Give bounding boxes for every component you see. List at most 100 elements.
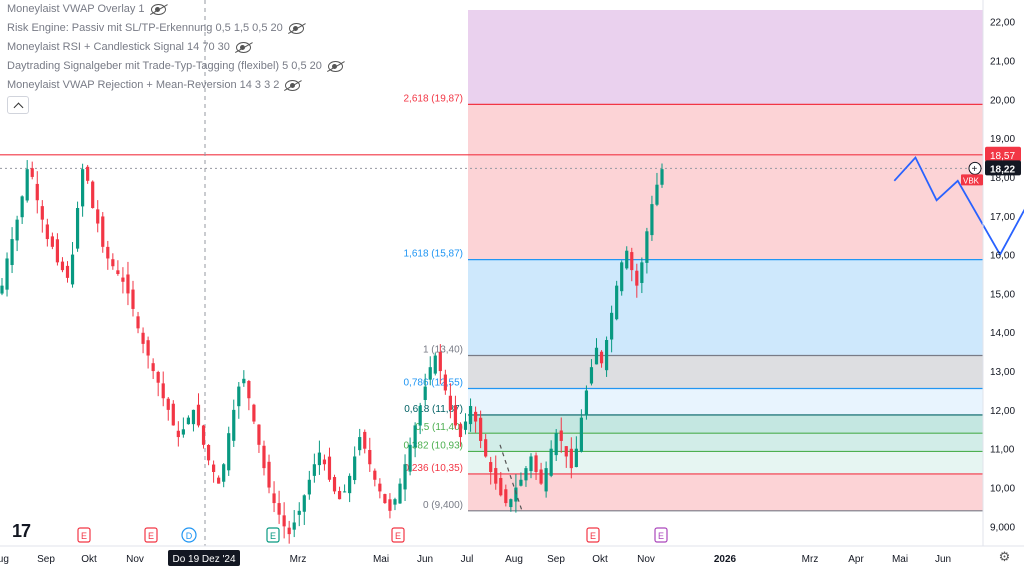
candle[interactable] [635, 270, 639, 286]
candle[interactable] [60, 261, 65, 271]
candle[interactable] [620, 262, 624, 292]
candle[interactable] [40, 206, 44, 220]
candle[interactable] [237, 386, 241, 407]
candle[interactable] [393, 499, 397, 505]
candle[interactable] [101, 216, 105, 247]
indicator-row[interactable]: Moneylaist VWAP Rejection + Mean-Reversi… [7, 76, 343, 95]
candle[interactable] [312, 464, 316, 476]
candle[interactable] [322, 459, 327, 465]
candle[interactable] [282, 515, 286, 527]
candle[interactable] [529, 456, 533, 472]
candle[interactable] [30, 168, 34, 177]
candle[interactable] [544, 468, 548, 492]
candle[interactable] [126, 274, 130, 294]
candle[interactable] [327, 456, 332, 480]
candle[interactable] [287, 527, 291, 535]
candle[interactable] [559, 430, 563, 441]
candle[interactable] [418, 406, 422, 426]
candle[interactable] [604, 340, 609, 371]
earnings-marker[interactable] [391, 527, 405, 543]
candle[interactable] [191, 409, 196, 425]
candle[interactable] [433, 355, 437, 374]
candle[interactable] [217, 477, 221, 484]
candle[interactable] [448, 395, 452, 410]
candle[interactable] [206, 445, 211, 461]
candle[interactable] [277, 503, 281, 515]
candle[interactable] [0, 285, 4, 294]
earnings-marker[interactable] [77, 527, 91, 543]
candle[interactable] [660, 169, 664, 185]
eye-hidden-icon[interactable] [288, 23, 304, 34]
candle[interactable] [96, 209, 100, 224]
candle[interactable] [136, 316, 140, 329]
candle[interactable] [615, 285, 619, 320]
candle[interactable] [479, 417, 483, 441]
indicator-row[interactable]: Risk Engine: Passiv mit SL/TP-Erkennung … [7, 19, 343, 38]
candle[interactable] [489, 462, 493, 472]
candle[interactable] [342, 491, 347, 493]
candle[interactable] [514, 487, 518, 502]
candle[interactable] [20, 196, 24, 218]
gear-icon[interactable]: ⚙ [998, 549, 1011, 564]
earnings-marker[interactable] [266, 527, 280, 543]
candle[interactable] [86, 166, 90, 181]
candle[interactable] [630, 252, 634, 271]
candle[interactable] [610, 312, 614, 340]
candle[interactable] [378, 483, 382, 492]
candle[interactable] [398, 483, 402, 504]
candle[interactable] [368, 449, 372, 465]
candle[interactable] [212, 464, 216, 472]
candle[interactable] [35, 183, 39, 201]
candle[interactable] [10, 239, 14, 266]
candle[interactable] [247, 381, 251, 399]
candle[interactable] [358, 437, 362, 451]
candle[interactable] [186, 417, 191, 425]
indicator-row[interactable]: Moneylaist RSI + Candlestick Signal 14 7… [7, 38, 343, 57]
eye-hidden-icon[interactable] [285, 80, 301, 91]
candle[interactable] [484, 439, 488, 457]
collapse-legend-button[interactable] [7, 96, 29, 114]
candle[interactable] [539, 469, 543, 484]
candle[interactable] [625, 250, 629, 269]
candle[interactable] [463, 421, 468, 430]
candle[interactable] [509, 499, 513, 508]
candle[interactable] [438, 352, 442, 372]
tradingview-logo-icon[interactable]: 17 [12, 521, 31, 541]
candle[interactable] [106, 246, 110, 259]
candle[interactable] [176, 430, 180, 438]
candle[interactable] [55, 239, 60, 263]
candle[interactable] [337, 490, 342, 500]
candle[interactable] [45, 224, 49, 240]
candle[interactable] [655, 184, 659, 205]
candle[interactable] [156, 371, 160, 383]
candle[interactable] [75, 208, 80, 249]
candle[interactable] [151, 363, 155, 372]
candle[interactable] [141, 332, 145, 344]
candle[interactable] [161, 383, 165, 399]
candle[interactable] [5, 258, 9, 290]
candle[interactable] [116, 270, 120, 274]
candle[interactable] [584, 390, 589, 416]
candle[interactable] [413, 425, 417, 448]
candle[interactable] [353, 456, 357, 481]
candle[interactable] [383, 494, 387, 504]
candle[interactable] [242, 378, 246, 384]
candle[interactable] [468, 406, 473, 425]
candle[interactable] [15, 219, 19, 241]
candle[interactable] [232, 409, 236, 441]
candle[interactable] [181, 429, 185, 435]
candle[interactable] [645, 231, 649, 263]
candle[interactable] [494, 468, 498, 484]
candle[interactable] [227, 433, 231, 471]
candle[interactable] [267, 461, 271, 488]
projection-path[interactable] [893, 84, 1024, 257]
candle[interactable] [166, 398, 170, 410]
candle[interactable] [81, 169, 85, 207]
candle[interactable] [569, 448, 573, 469]
candle[interactable] [307, 479, 311, 495]
candle[interactable] [524, 468, 528, 481]
candle[interactable] [408, 444, 412, 472]
candle[interactable] [111, 259, 115, 267]
candle[interactable] [363, 431, 367, 449]
eye-hidden-icon[interactable] [327, 61, 343, 72]
